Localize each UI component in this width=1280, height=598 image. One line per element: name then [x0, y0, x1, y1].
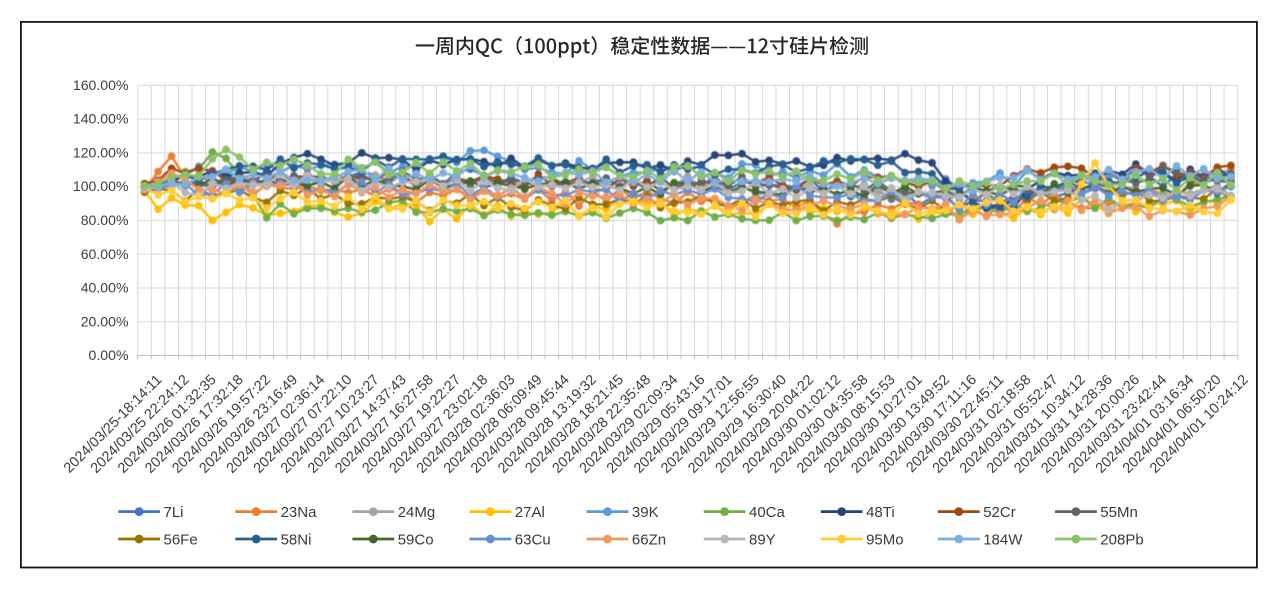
svg-text:60.00%: 60.00% — [81, 246, 129, 262]
svg-text:23Na: 23Na — [281, 504, 318, 521]
svg-text:52Cr: 52Cr — [983, 504, 1016, 521]
svg-text:80.00%: 80.00% — [81, 212, 129, 228]
svg-text:100.00%: 100.00% — [73, 178, 129, 194]
svg-text:120.00%: 120.00% — [73, 144, 129, 160]
svg-text:48Ti: 48Ti — [866, 504, 895, 521]
svg-text:184W: 184W — [983, 531, 1023, 548]
svg-text:0.00%: 0.00% — [89, 347, 129, 363]
svg-text:160.00%: 160.00% — [73, 77, 129, 93]
svg-text:66Zn: 66Zn — [632, 531, 666, 548]
svg-text:55Mn: 55Mn — [1100, 504, 1138, 521]
svg-text:20.00%: 20.00% — [81, 313, 129, 329]
svg-text:140.00%: 140.00% — [73, 111, 129, 127]
svg-text:39K: 39K — [632, 504, 659, 521]
svg-text:24Mg: 24Mg — [398, 504, 436, 521]
svg-text:27Al: 27Al — [515, 504, 545, 521]
svg-text:208Pb: 208Pb — [1100, 531, 1143, 548]
svg-text:40.00%: 40.00% — [81, 280, 129, 296]
svg-text:63Cu: 63Cu — [515, 531, 551, 548]
svg-text:59Co: 59Co — [398, 531, 434, 548]
svg-text:7Li: 7Li — [164, 504, 184, 521]
svg-text:58Ni: 58Ni — [281, 531, 312, 548]
svg-text:40Ca: 40Ca — [749, 504, 786, 521]
svg-text:95Mo: 95Mo — [866, 531, 904, 548]
svg-text:89Y: 89Y — [749, 531, 776, 548]
svg-text:56Fe: 56Fe — [164, 531, 198, 548]
